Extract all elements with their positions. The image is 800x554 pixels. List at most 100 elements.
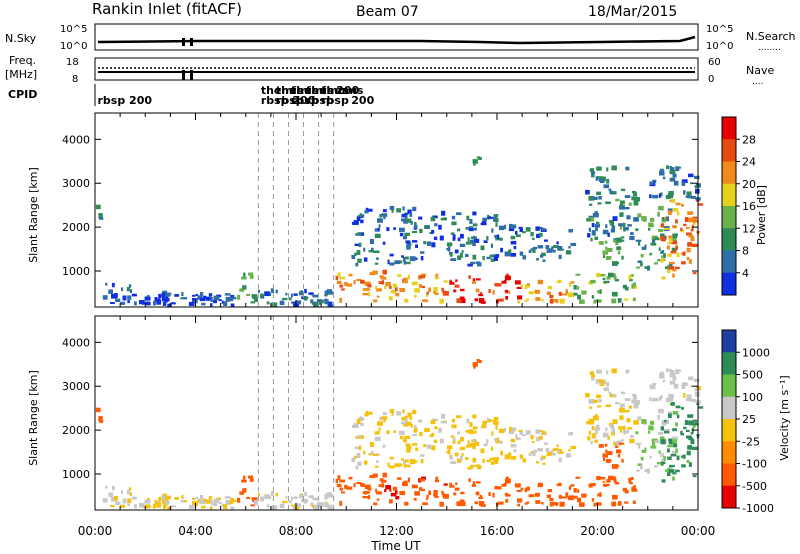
power-cell <box>468 275 471 279</box>
power-cell <box>472 254 477 260</box>
velocity-cell <box>609 393 613 398</box>
y-tick-label: 1000 <box>62 265 90 278</box>
power-cell <box>221 300 224 304</box>
power-cell <box>478 156 482 160</box>
velocity-cell <box>460 455 463 461</box>
velocity-cell <box>658 396 662 401</box>
power-cell <box>524 284 528 290</box>
power-cell <box>528 249 532 253</box>
power-cell <box>597 290 600 294</box>
colorbar-segment <box>722 117 736 140</box>
power-cell <box>153 300 156 306</box>
velocity-cell <box>210 500 213 505</box>
power-cell <box>308 292 314 295</box>
velocity-cell <box>473 430 477 434</box>
velocity-cell <box>508 452 512 457</box>
power-cell <box>635 228 639 232</box>
velocity-cell <box>540 457 544 461</box>
power-cell <box>376 295 380 298</box>
colorbar-tick-label: 28 <box>742 133 756 146</box>
velocity-cell <box>405 443 411 447</box>
power-cell <box>490 243 493 248</box>
y-tick-label: 4000 <box>62 336 90 349</box>
velocity-cell <box>426 444 432 449</box>
velocity-cell <box>589 406 593 409</box>
power-cell <box>459 243 466 248</box>
velocity-cell <box>510 438 516 443</box>
velocity-cell <box>449 455 453 460</box>
power-cell <box>438 224 442 230</box>
velocity-cell <box>162 505 167 509</box>
power-cell <box>385 282 391 287</box>
velocity-cell <box>636 469 640 472</box>
velocity-cell <box>316 502 322 506</box>
velocity-cell <box>665 469 669 473</box>
power-cell <box>435 290 438 294</box>
colorbar-segment <box>722 396 736 420</box>
power-cell <box>678 166 682 169</box>
velocity-cell <box>457 440 461 445</box>
velocity-cell <box>568 449 571 452</box>
power-cell <box>686 191 692 196</box>
power-cell <box>682 251 686 256</box>
power-cell <box>433 236 438 240</box>
power-cell <box>672 225 677 229</box>
power-cell <box>453 289 457 293</box>
noise-right-label: N.Search <box>746 30 796 43</box>
power-cell <box>450 258 457 261</box>
power-cell <box>127 295 132 300</box>
velocity-cell <box>611 394 617 398</box>
velocity-cell <box>591 498 595 502</box>
velocity-cell <box>669 373 676 378</box>
colorbar-segment <box>722 463 736 487</box>
velocity-cell <box>621 458 624 463</box>
power-cell <box>459 296 465 300</box>
power-cell <box>588 227 591 232</box>
velocity-cell <box>565 453 572 458</box>
velocity-cell <box>154 500 158 505</box>
velocity-cell <box>110 505 115 507</box>
velocity-cell <box>688 437 694 441</box>
power-cell <box>605 246 608 250</box>
power-cell <box>380 276 387 280</box>
velocity-cell <box>568 485 572 490</box>
power-cell <box>456 298 462 304</box>
power-cell <box>641 246 647 250</box>
velocity-cell <box>210 506 213 510</box>
power-cell <box>110 302 115 304</box>
power-cell <box>673 240 678 245</box>
power-cell <box>660 233 665 238</box>
power-cell <box>192 298 198 304</box>
velocity-cell <box>369 475 375 479</box>
velocity-cell <box>510 456 517 460</box>
velocity-cell <box>570 445 577 449</box>
power-cell <box>266 301 270 305</box>
velocity-cell <box>528 452 532 456</box>
power-cell <box>348 273 353 277</box>
velocity-cell <box>231 499 237 503</box>
velocity-cell <box>439 501 444 507</box>
velocity-cell <box>474 441 480 446</box>
power-cell <box>181 292 184 297</box>
velocity-cell <box>111 497 117 502</box>
velocity-cell <box>490 461 495 465</box>
power-cell <box>654 237 660 241</box>
power-cell <box>326 289 333 294</box>
velocity-cell <box>369 442 374 447</box>
power-cell <box>405 214 408 219</box>
velocity-cell <box>614 464 619 467</box>
velocity-cell <box>535 429 540 434</box>
velocity-cell <box>389 465 395 469</box>
velocity-cell <box>669 464 675 468</box>
velocity-cell <box>357 435 362 438</box>
power-cell <box>608 188 612 192</box>
velocity-cell <box>295 503 302 508</box>
power-cell <box>624 195 631 198</box>
power-cell <box>599 289 602 294</box>
power-cell <box>640 253 644 258</box>
power-cell <box>208 293 213 297</box>
power-cell <box>362 292 369 296</box>
velocity-cell <box>676 455 680 461</box>
power-cell <box>649 194 652 199</box>
velocity-cell <box>339 487 344 491</box>
